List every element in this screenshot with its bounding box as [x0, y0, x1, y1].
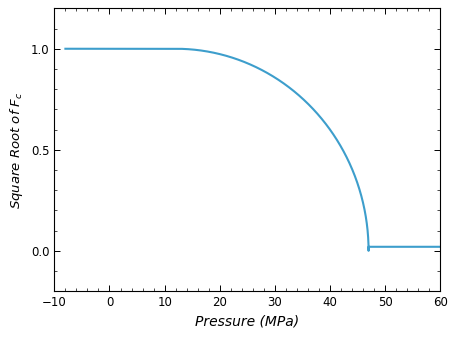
- Y-axis label: Square Root of $F_c$: Square Root of $F_c$: [8, 91, 25, 209]
- X-axis label: Pressure (MPa): Pressure (MPa): [195, 315, 299, 329]
